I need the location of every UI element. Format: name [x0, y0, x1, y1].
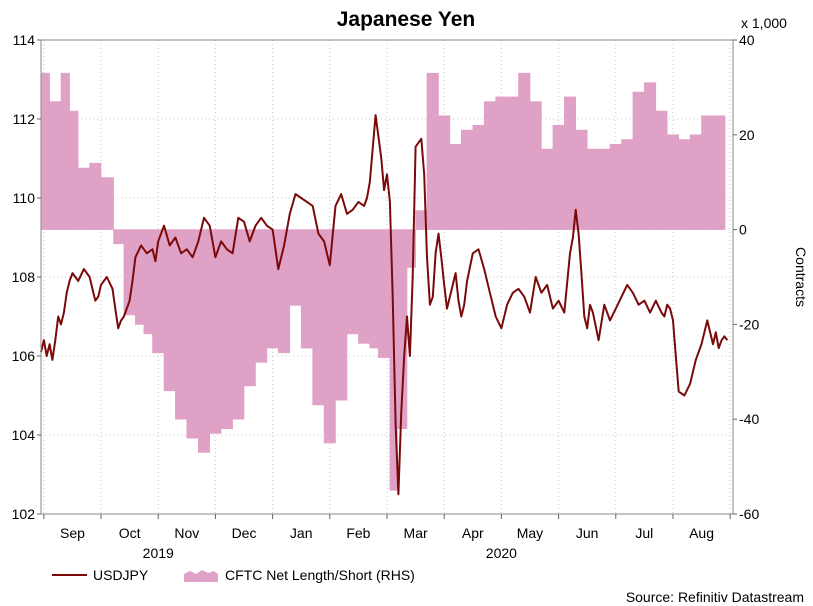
right-tick-label: -60 — [739, 506, 759, 522]
right-tick-label: -40 — [739, 411, 759, 427]
left-axis: 102 104 106 108 110 112 114 — [12, 32, 41, 522]
month-label: Sep — [60, 525, 85, 541]
month-label: Aug — [689, 525, 714, 541]
left-tick-label: 112 — [13, 111, 36, 127]
left-tick-label: 102 — [12, 506, 36, 522]
cftc-area — [40, 72, 726, 491]
right-tick-label: -20 — [739, 316, 759, 332]
month-label: Apr — [462, 525, 484, 541]
month-label: Dec — [232, 525, 257, 541]
year-label: 2019 — [143, 545, 174, 561]
left-tick-label: 114 — [13, 32, 36, 48]
year-label: 2020 — [486, 545, 517, 561]
right-tick-label: 20 — [739, 127, 755, 143]
month-label: Jun — [576, 525, 599, 541]
usdjpy-line-layer — [40, 114, 729, 496]
cftc-area-layer — [40, 72, 726, 491]
right-tick-label: 0 — [739, 222, 747, 238]
month-label: Oct — [119, 525, 141, 541]
source-note: Source: Refinitiv Datastream — [626, 589, 804, 605]
month-label: Feb — [346, 525, 370, 541]
legend-label-cftc: CFTC Net Length/Short (RHS) — [225, 567, 415, 583]
month-label: Jan — [290, 525, 313, 541]
left-tick-label: 110 — [13, 190, 36, 206]
left-tick-label: 106 — [12, 348, 36, 364]
chart-title: Japanese Yen — [337, 8, 476, 31]
month-label: Jul — [635, 525, 653, 541]
right-axis-multiplier: x 1,000 — [741, 15, 787, 31]
legend-swatch-cftc — [184, 570, 218, 582]
legend-label-usdjpy: USDJPY — [93, 567, 149, 583]
month-label: May — [517, 525, 543, 541]
x-axis: Sep Oct Nov Dec Jan Feb Mar Apr May Jun Jul Aug 2019… — [43, 514, 731, 561]
month-label: Nov — [174, 525, 199, 541]
right-axis: -60 -40 -20 0 20 40 — [733, 32, 759, 522]
right-tick-label: 40 — [739, 32, 755, 48]
left-tick-label: 108 — [12, 269, 36, 285]
right-axis-label: Contracts — [793, 247, 809, 307]
month-label: Mar — [404, 525, 428, 541]
left-tick-label: 104 — [12, 427, 36, 443]
usdjpy-line — [40, 114, 729, 496]
legend: USDJPY CFTC Net Length/Short (RHS) — [52, 567, 415, 583]
